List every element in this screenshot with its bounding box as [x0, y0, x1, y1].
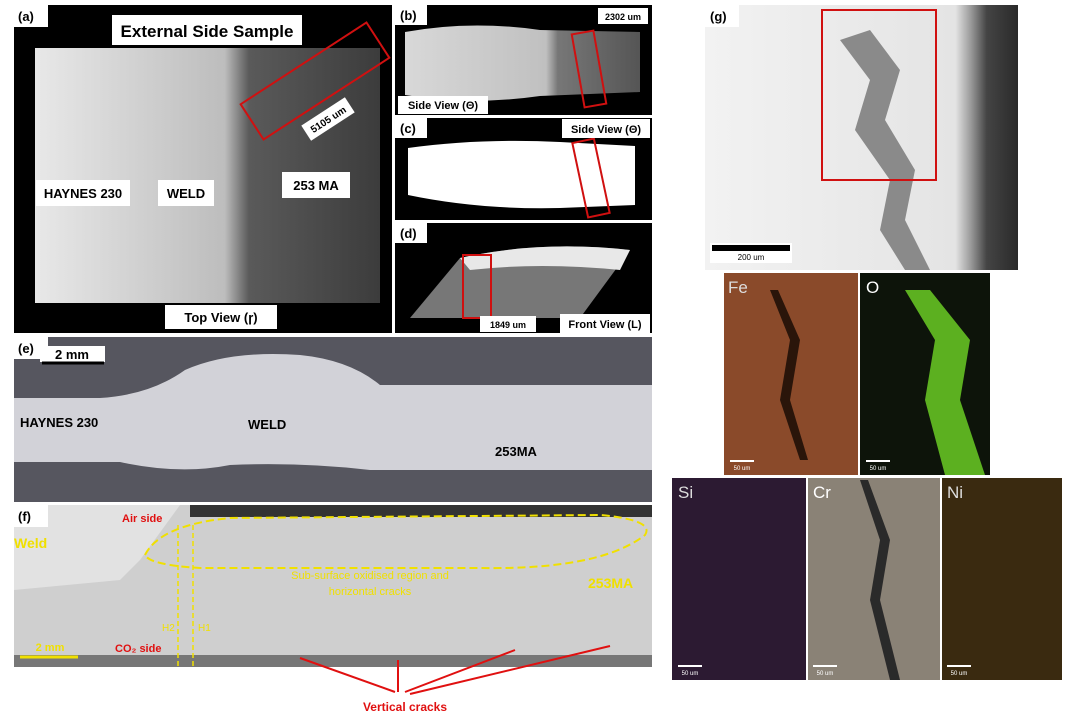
panel-title: External Side Sample	[121, 22, 294, 41]
element-label: O	[866, 278, 879, 297]
panel-a: (a) External Side Sample 5105 um HAYNES …	[14, 5, 392, 333]
panel-label: (g)	[710, 9, 727, 24]
region-note: Sub-surface oxidised region and	[291, 570, 449, 582]
region-label: 253 MA	[293, 178, 339, 193]
region-note: horizontal cracks	[329, 586, 412, 598]
side-label: Air side	[122, 513, 162, 525]
region-label: 253MA	[495, 444, 538, 459]
arrows-label: Vertical cracks	[363, 700, 447, 714]
panel-d: (d) 1849 um Front View (L)	[395, 223, 652, 333]
panel-b: (b) 2302 um Side View (Θ)	[395, 5, 652, 115]
panel-label: (a)	[18, 9, 34, 24]
panel-label: (d)	[400, 226, 417, 241]
panel-label: (b)	[400, 8, 417, 23]
scale-label: 50 um	[682, 671, 699, 677]
scale-label: 200 um	[738, 253, 765, 262]
view-label: Side View (Θ)	[408, 100, 478, 112]
scale-label: 50 um	[734, 466, 751, 472]
region-label: WELD	[248, 417, 286, 432]
scale-label: 2302 um	[605, 12, 641, 22]
side-label: CO₂ side	[115, 643, 161, 655]
scale-label: 2 mm	[55, 347, 89, 362]
panel-f: (f) Weld Air side Sub-surface oxidised r…	[14, 505, 652, 714]
region-label: 253MA	[588, 575, 633, 591]
view-label: Front View (L)	[568, 319, 641, 331]
panel-label: (e)	[18, 341, 34, 356]
scale-label: 50 um	[951, 671, 968, 677]
scale-label: 2 mm	[36, 642, 65, 654]
view-label: Top View (ɼ)	[184, 310, 257, 325]
element-label: Ni	[947, 483, 963, 502]
figure: (a) External Side Sample 5105 um HAYNES …	[0, 0, 1065, 717]
region-label: Weld	[14, 535, 47, 551]
scale-label: 50 um	[870, 466, 887, 472]
scale-label: 50 um	[817, 671, 834, 677]
eds-maps: Fe O Si Cr Ni 50 um 50 um 50 um 50 um 50…	[672, 273, 1062, 680]
region-label: HAYNES 230	[44, 186, 122, 201]
line-label: H1	[198, 623, 211, 634]
panel-label: (c)	[400, 121, 416, 136]
panel-c: (c) Side View (Θ)	[395, 118, 652, 220]
region-label: HAYNES 230	[20, 415, 98, 430]
element-label: Si	[678, 483, 693, 502]
element-label: Cr	[813, 483, 831, 502]
panel-g: (g) 200 um	[705, 5, 1018, 270]
region-label: WELD	[167, 186, 205, 201]
scale-label: 1849 um	[490, 320, 526, 330]
view-label: Side View (Θ)	[571, 124, 641, 136]
panel-label: (f)	[18, 509, 31, 524]
element-label: Fe	[728, 278, 748, 297]
line-label: H2	[162, 623, 175, 634]
panel-e: (e) 2 mm HAYNES 230 WELD 253MA	[14, 337, 652, 502]
